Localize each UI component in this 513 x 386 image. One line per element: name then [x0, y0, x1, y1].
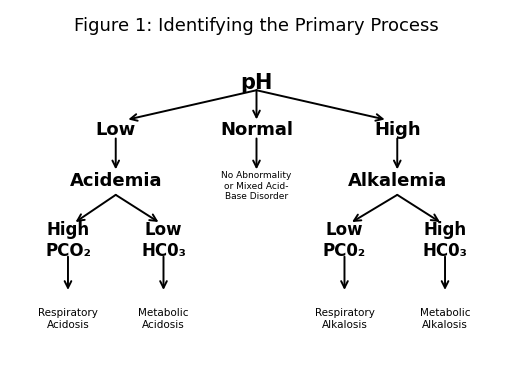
Text: Respiratory
Alkalosis: Respiratory Alkalosis	[314, 308, 374, 330]
Text: Respiratory
Acidosis: Respiratory Acidosis	[38, 308, 98, 330]
Text: Normal: Normal	[220, 121, 293, 139]
Text: Figure 1: Identifying the Primary Process: Figure 1: Identifying the Primary Proces…	[74, 17, 439, 36]
Text: High: High	[374, 121, 421, 139]
Text: Low
HC0₃: Low HC0₃	[141, 221, 186, 260]
Text: Low
PC0₂: Low PC0₂	[323, 221, 366, 260]
Text: Alkalemia: Alkalemia	[348, 172, 447, 190]
Text: Metabolic
Alkalosis: Metabolic Alkalosis	[420, 308, 470, 330]
Text: Acidemia: Acidemia	[69, 172, 162, 190]
Text: High
HC0₃: High HC0₃	[423, 221, 467, 260]
Text: High
PCO₂: High PCO₂	[45, 221, 91, 260]
Text: No Abnormality
or Mixed Acid-
Base Disorder: No Abnormality or Mixed Acid- Base Disor…	[221, 171, 292, 201]
Text: pH: pH	[240, 73, 273, 93]
Text: Low: Low	[95, 121, 136, 139]
Text: Metabolic
Acidosis: Metabolic Acidosis	[138, 308, 189, 330]
